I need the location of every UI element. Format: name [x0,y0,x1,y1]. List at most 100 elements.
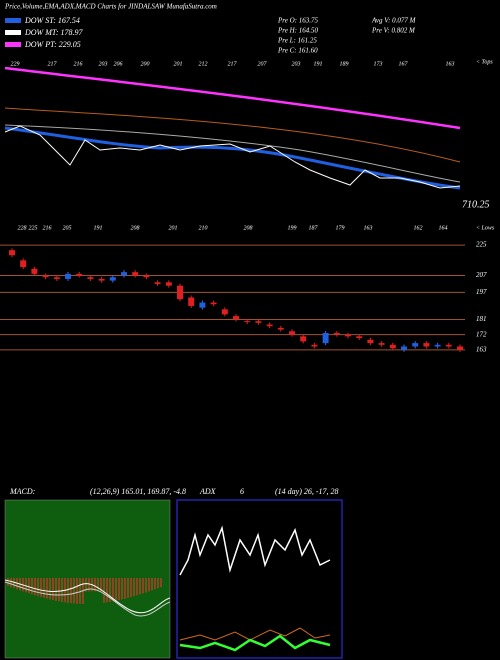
legend-label: DOW MT: 178.97 [24,28,84,37]
top-label: 163 [446,61,455,67]
candle [65,273,71,279]
price-line [4,125,461,189]
low-label: 205 [63,225,72,231]
candle [255,321,262,323]
low-label: 208 [244,225,253,231]
candle [210,302,217,305]
di-plus [179,634,331,652]
candle [322,332,329,344]
candle [389,344,396,349]
candle [378,343,385,345]
candle [345,334,351,337]
candle [423,343,430,347]
signal-line [4,581,171,617]
candle [233,316,239,320]
top-label: 200 [141,61,150,67]
top-label: 191 [314,61,323,67]
legend-swatch [5,30,21,35]
top-label: 212 [199,61,208,67]
candle [199,302,206,308]
info-text: Pre L: 161.25 [277,37,317,45]
st-line [4,126,461,190]
y-tick-label: 197 [476,288,487,296]
info-text: Pre V: 0.802 M [371,27,416,35]
top-label: 229 [11,61,20,67]
candle [165,282,172,286]
candle [333,332,340,335]
low-label: 162 [414,225,423,231]
candle [143,275,150,278]
adx-line [179,525,331,576]
candle [121,272,127,276]
candles: 225 207 197 181 172 163 [0,241,487,353]
candle [277,327,284,330]
top-label: 203 [292,61,301,67]
info-text: Pre H: 164.50 [277,27,318,35]
legend: DOW ST: 167.54 DOW MT: 178.97 DOW PT: 229.… [5,16,84,49]
candle [367,339,374,344]
candle [356,336,363,339]
legend-label: DOW ST: 167.54 [24,16,80,25]
candle [266,324,273,327]
y-tick-label: 172 [476,330,487,338]
y-tick-label: 163 [476,345,487,353]
legend-swatch [5,42,21,47]
low-label: 228 [18,225,27,231]
candle [53,277,60,279]
low-labels: 228 225 216 205 191 208 201 210 208 199 187 179 163 1… [18,224,448,231]
top-label: 167 [399,61,409,67]
candle [300,336,307,342]
candle [188,297,195,306]
adx-label: ADX [199,487,217,496]
macd-panel [4,499,171,659]
candle [109,277,116,281]
info-text: Pre O: 163.75 [277,17,318,25]
candle [311,344,318,347]
low-label: 216 [43,225,52,231]
low-label: 210 [199,225,208,231]
macd-text: (12,26,9) 165.01, 169.87, -4.8 [90,487,186,496]
low-label: 179 [336,225,345,231]
adx-panel [176,499,343,659]
candle [9,250,15,256]
candle [31,268,38,274]
low-label: 201 [169,225,178,231]
low-label: 208 [131,225,140,231]
top-label: 201 [174,61,183,67]
lows-tag: < Lows [476,225,495,231]
macd-label: MACD: [9,487,36,496]
ema-line [4,124,461,183]
info-text: Pre C: 161.60 [277,47,318,55]
candle [221,309,228,315]
top-label: 217 [228,61,238,67]
y-tick-label: 207 [476,271,487,279]
top-label: 217 [48,61,58,67]
adx-text: (14 day) 26, -17, 28 [275,487,339,496]
top-label: 206 [114,61,123,67]
tops-tag: < Tops [476,59,493,65]
low-label: 164 [439,224,448,231]
candle [42,275,49,278]
price-label: 710.25 [462,199,490,210]
candle [412,343,419,347]
candle [401,346,407,350]
low-label: 191 [94,225,103,231]
top-label: 173 [374,61,383,67]
low-label: 163 [364,225,373,231]
candle [244,321,251,323]
top-label: 216 [74,61,83,67]
ema-line [4,107,461,163]
top-labels: 229 217 216 203 206 200 201 212 217 207 203 191 189 1… [11,61,455,67]
candle [87,277,94,279]
candle [434,344,441,347]
pt-line [4,66,461,130]
info: Pre O: 163.75 Pre H: 164.50 Pre L: 161.25 P… [277,17,417,55]
y-tick-label: 181 [476,315,487,323]
y-tick-label: 225 [476,241,487,249]
top-label: 189 [340,61,349,67]
candle [289,331,295,335]
candle [445,344,452,347]
info-text: Avg V: 0.077 M [371,17,417,25]
macd-line [4,579,171,614]
